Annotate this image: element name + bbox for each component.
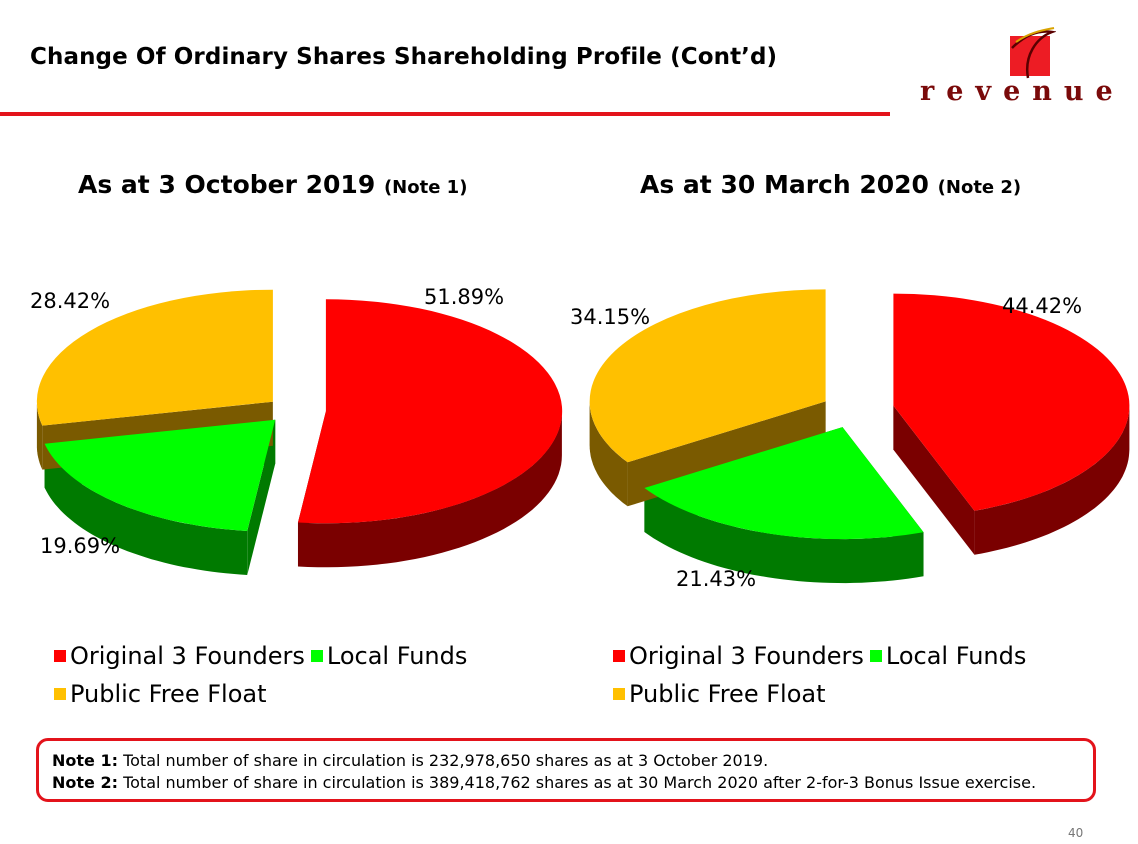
chart2-pie	[589, 289, 1130, 584]
legend-swatch	[869, 650, 882, 662]
legend-item-founders: Original 3 Founders	[54, 642, 305, 670]
legend-item-public-float: Public Free Float	[54, 680, 267, 708]
chart1-slice-local-funds	[44, 419, 276, 531]
notes-box: Note 1: Total number of share in circula…	[36, 738, 1096, 802]
chart1-slice-public-float	[36, 289, 273, 426]
legend-item-local-funds: Local Funds	[869, 642, 1026, 670]
legend-item-local-funds: Local Funds	[310, 642, 467, 670]
title-underline	[0, 112, 890, 116]
chart1-pie	[36, 289, 563, 575]
chart2-title-text: As at 30 March 2020	[640, 170, 929, 199]
chart2-slice-founders	[893, 293, 1130, 511]
chart1-slice-founders	[298, 299, 563, 524]
chart2-label-founders: 44.42%	[1002, 294, 1083, 318]
pie-charts	[36, 289, 1130, 584]
note-2: Note 2: Total number of share in circula…	[52, 773, 1037, 792]
chart2-title: As at 30 March 2020 (Note 2)	[640, 170, 1021, 199]
legend-swatch	[54, 688, 66, 700]
chart2-label-local-funds: 21.43%	[676, 567, 757, 591]
logo-text: revenue	[920, 76, 1125, 107]
revenue-logo-icon	[1010, 27, 1056, 79]
chart2-title-note: (Note 2)	[937, 177, 1022, 198]
chart2-slice-public-float	[589, 289, 826, 463]
legend-item-founders: Original 3 Founders	[613, 642, 864, 670]
chart2-label-public-float: 34.15%	[570, 305, 651, 329]
chart2-legend-row2: Public Free Float	[613, 680, 832, 708]
chart1-legend-row2: Public Free Float	[54, 680, 273, 708]
legend-swatch	[54, 650, 66, 662]
chart1-title-text: As at 3 October 2019	[78, 170, 376, 199]
note-1: Note 1: Total number of share in circula…	[52, 751, 769, 770]
chart1-title-note: (Note 1)	[383, 177, 468, 198]
chart2-slice-local-funds	[644, 427, 924, 540]
legend-swatch	[310, 650, 323, 662]
chart1-title: As at 3 October 2019 (Note 1)	[78, 170, 467, 199]
legend-swatch	[613, 650, 625, 662]
chart2-legend: Original 3 Founders Local Funds	[613, 642, 1032, 670]
slide-title: Change Of Ordinary Shares Shareholding P…	[30, 44, 778, 70]
chart1-label-founders: 51.89%	[424, 285, 505, 309]
chart2-slice-side-founders	[893, 405, 1130, 555]
chart1-label-public-float: 28.42%	[30, 289, 111, 313]
page-number: 40	[1068, 826, 1084, 840]
legend-item-public-float: Public Free Float	[613, 680, 826, 708]
chart1-label-local-funds: 19.69%	[40, 534, 121, 558]
chart1-legend: Original 3 Founders Local Funds	[54, 642, 473, 670]
legend-swatch	[613, 688, 625, 700]
